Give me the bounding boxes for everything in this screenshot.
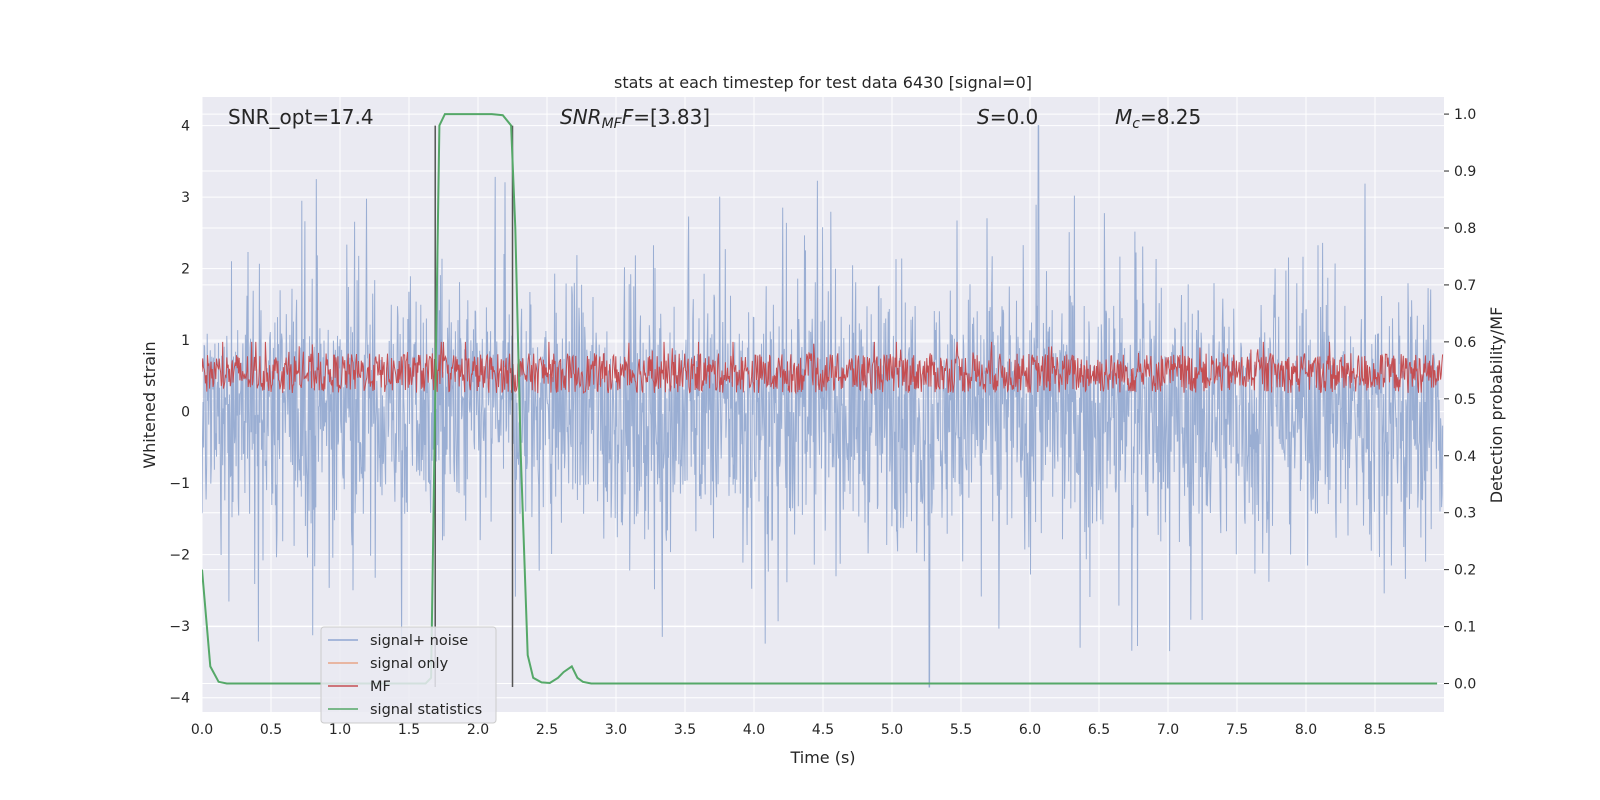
x-axis-label: Time (s) bbox=[789, 748, 855, 767]
x-tick-label: 6.0 bbox=[1019, 722, 1041, 738]
annotation-mc-value: =8.25 bbox=[1140, 105, 1201, 129]
y-left-tick-label: −4 bbox=[169, 691, 190, 707]
series-mf bbox=[202, 341, 1444, 395]
x-tick-label: 2.5 bbox=[536, 722, 558, 738]
x-tick-label: 3.0 bbox=[605, 722, 627, 738]
annotation-snr-mf-sub: MF bbox=[602, 116, 623, 132]
y-right-tick-label: 1.0 bbox=[1454, 107, 1476, 123]
x-tick-label: 1.5 bbox=[398, 722, 420, 738]
x-tick-label: 8.0 bbox=[1295, 722, 1317, 738]
y-axis-left-label: Whitened strain bbox=[140, 341, 159, 468]
legend-label-signal-statistics: signal statistics bbox=[370, 702, 482, 718]
x-tick-label: 0.0 bbox=[191, 722, 213, 738]
y-right-tick-label: 0.8 bbox=[1454, 221, 1476, 237]
y-axis-left: −4 −3 −2 −1 0 1 2 3 4 bbox=[169, 119, 190, 707]
y-left-tick-label: 0 bbox=[181, 405, 190, 421]
y-right-tick-label: 0.4 bbox=[1454, 449, 1476, 465]
series-signal-noise bbox=[202, 125, 1444, 688]
legend-label-signal-noise: signal+ noise bbox=[370, 633, 468, 649]
x-tick-label: 3.5 bbox=[674, 722, 696, 738]
y-axis-right: 0.0 0.1 0.2 0.3 0.4 0.5 0.6 0.7 0.8 0.9 1.0 bbox=[1444, 107, 1476, 693]
y-right-tick-label: 0.0 bbox=[1454, 677, 1476, 693]
x-tick-label: 2.0 bbox=[467, 722, 489, 738]
y-right-tick-label: 0.9 bbox=[1454, 164, 1476, 180]
x-tick-label: 4.0 bbox=[743, 722, 765, 738]
x-tick-label: 5.5 bbox=[950, 722, 972, 738]
x-tick-label: 6.5 bbox=[1088, 722, 1110, 738]
y-left-tick-label: −3 bbox=[169, 619, 190, 635]
y-right-tick-label: 0.7 bbox=[1454, 278, 1476, 294]
y-left-tick-label: 1 bbox=[181, 333, 190, 349]
y-right-tick-label: 0.3 bbox=[1454, 506, 1476, 522]
annotation-snr-mf: SNRMFF=[3.83] bbox=[560, 105, 710, 132]
y-right-tick-label: 0.2 bbox=[1454, 563, 1476, 579]
y-left-tick-label: −2 bbox=[169, 548, 190, 564]
y-left-tick-label: −1 bbox=[169, 476, 190, 492]
legend-label-signal-only: signal only bbox=[370, 656, 449, 672]
annotation-s-var: S bbox=[977, 105, 990, 129]
annotation-snr-mf-value: =[3.83] bbox=[633, 105, 710, 129]
y-axis-right-label: Detection probability/MF bbox=[1487, 307, 1506, 504]
x-tick-label: 4.5 bbox=[812, 722, 834, 738]
y-right-tick-label: 0.6 bbox=[1454, 335, 1476, 351]
legend-box bbox=[320, 626, 497, 724]
legend: signal+ noise signal only MF signal stat… bbox=[320, 626, 497, 724]
y-left-tick-label: 4 bbox=[181, 119, 190, 135]
annotation-mc-var: M bbox=[1115, 105, 1132, 129]
y-left-tick-label: 3 bbox=[181, 190, 190, 206]
annotation-s: S=0.0 bbox=[977, 105, 1038, 129]
annotation-snr-mf-main: SNR bbox=[560, 105, 602, 129]
annotation-s-value: =0.0 bbox=[990, 105, 1039, 129]
annotation-snr-opt: SNR_opt=17.4 bbox=[228, 105, 374, 129]
y-right-tick-label: 0.1 bbox=[1454, 620, 1476, 636]
chart-title: stats at each timestep for test data 643… bbox=[614, 73, 1032, 92]
annotation-mc: Mc=8.25 bbox=[1115, 105, 1201, 132]
y-left-tick-label: 2 bbox=[181, 262, 190, 278]
x-tick-label: 1.0 bbox=[329, 722, 351, 738]
x-tick-label: 5.0 bbox=[881, 722, 903, 738]
x-axis: 0.0 0.5 1.0 1.5 2.0 2.5 3.0 3.5 4.0 4.5 5.0 5.5 6.0 6… bbox=[191, 722, 1386, 738]
y-right-tick-label: 0.5 bbox=[1454, 392, 1476, 408]
annotation-mc-sub: c bbox=[1132, 116, 1140, 132]
legend-label-mf: MF bbox=[370, 679, 391, 695]
x-tick-label: 7.5 bbox=[1226, 722, 1248, 738]
x-tick-label: 0.5 bbox=[260, 722, 282, 738]
x-tick-label: 8.5 bbox=[1364, 722, 1386, 738]
x-tick-label: 7.0 bbox=[1157, 722, 1179, 738]
